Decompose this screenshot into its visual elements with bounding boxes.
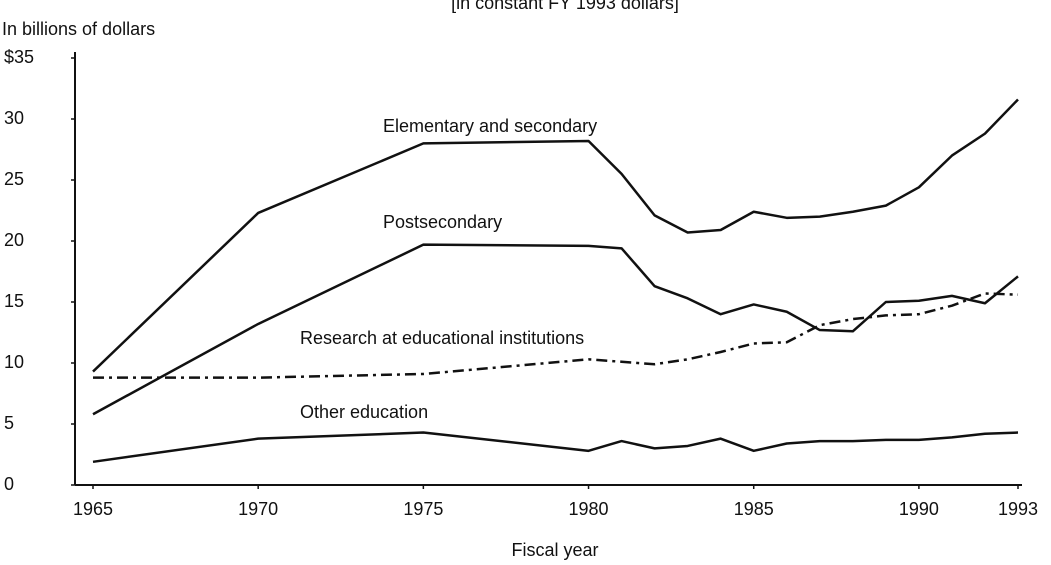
series-line	[92, 431, 1019, 464]
y-tick-label: 10	[4, 352, 24, 372]
x-tick-label: 1975	[403, 499, 443, 519]
x-tick-label: 1980	[569, 499, 609, 519]
x-tick-label: 1993	[998, 499, 1038, 519]
series-label: Postsecondary	[383, 212, 502, 232]
x-axis-label: Fiscal year	[511, 540, 598, 560]
series-line	[92, 98, 1019, 373]
y-axis-label: In billions of dollars	[2, 19, 155, 39]
y-tick-label: 30	[4, 108, 24, 128]
series-label: Elementary and secondary	[383, 116, 597, 136]
x-tick-label: 1985	[734, 499, 774, 519]
y-tick-label: $35	[4, 47, 34, 67]
series-line	[93, 292, 1019, 379]
x-tick-label: 1970	[238, 499, 278, 519]
series-label: Other education	[300, 402, 428, 422]
x-tick-label: 1965	[73, 499, 113, 519]
y-tick-label: 5	[4, 413, 14, 433]
series-line	[92, 243, 1019, 416]
y-tick-label: 15	[4, 291, 24, 311]
chart-subtitle: [in constant FY 1993 dollars]	[451, 0, 679, 13]
series-label: Research at educational institutions	[300, 328, 584, 348]
y-tick-label: 20	[4, 230, 24, 250]
y-tick-label: 0	[4, 474, 14, 494]
y-tick-label: 25	[4, 169, 24, 189]
x-tick-label: 1990	[899, 499, 939, 519]
